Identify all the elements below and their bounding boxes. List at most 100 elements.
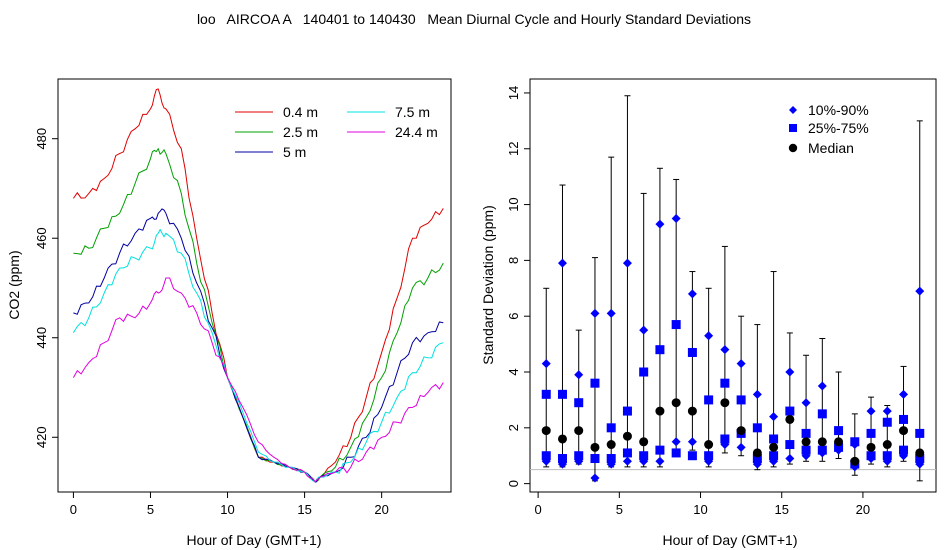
std-x-axis-label: Hour of Day (GMT+1) (663, 532, 798, 548)
std-p75-point (671, 320, 681, 330)
std-median-point (752, 448, 762, 458)
std-x-axis: 0 5 10 15 20 (535, 492, 870, 517)
std-y-tick-label: 6 (506, 313, 521, 320)
std-legend-label: 25%-75% (808, 120, 869, 136)
std-p25-point (801, 445, 811, 455)
co2-legend-label: 7.5 m (395, 104, 430, 120)
std-p10-point (622, 456, 632, 466)
std-p75-point (541, 389, 551, 399)
std-p25-point (671, 448, 681, 458)
std-p25-point (834, 442, 844, 452)
std-p75-point (704, 395, 714, 405)
std-median-point (639, 437, 649, 447)
std-p10-point (590, 473, 600, 483)
std-p90-point (817, 381, 827, 391)
std-p90-point (785, 367, 795, 377)
std-p25-point (899, 445, 909, 455)
std-p25-point (882, 451, 892, 461)
co2-legend-label: 24.4 m (395, 124, 438, 140)
std-x-tick-label: 0 (535, 502, 542, 517)
co2-x-tick-label: 10 (220, 502, 234, 517)
std-x-tick-label: 10 (693, 502, 707, 517)
std-y-tick-label: 14 (506, 86, 521, 100)
std-p25-point (687, 451, 697, 461)
std-p90-point (606, 308, 616, 318)
std-p75-point (622, 406, 632, 416)
std-y-tick-label: 2 (506, 424, 521, 431)
std-p75-point (899, 414, 909, 424)
std-p90-point (704, 331, 714, 341)
std-median-point (850, 456, 860, 466)
std-x-tick-label: 15 (774, 502, 788, 517)
co2-legend-label: 2.5 m (283, 124, 318, 140)
std-p75-point (639, 367, 649, 377)
co2-series-line-75m (72, 228, 444, 483)
std-p75-point (769, 434, 779, 444)
co2-series-line-04m (72, 88, 444, 483)
std-plot-frame (529, 78, 937, 493)
std-p90-point (655, 219, 665, 229)
std-median-point (882, 440, 892, 450)
std-p75-point (752, 423, 762, 433)
std-p90-point (769, 412, 779, 422)
std-median-point (720, 398, 730, 408)
std-legend-square-icon (789, 124, 797, 132)
co2-series-lines (72, 88, 444, 483)
co2-diurnal-panel: 0 5 10 15 20 420 440 460 480 0.4 m 2.5 m 5 m 7.5 m… (6, 78, 452, 548)
std-y-tick-label: 10 (506, 197, 521, 211)
std-p10-point (687, 437, 697, 447)
std-p25-point (639, 451, 649, 461)
std-p75-point (866, 428, 876, 438)
std-p75-point (817, 409, 827, 419)
co2-series-line-5m (73, 208, 444, 483)
co2-x-tick-label: 5 (147, 502, 154, 517)
co2-y-tick-label: 420 (34, 426, 49, 448)
std-p75-point (850, 437, 860, 447)
std-p25-point (574, 451, 584, 461)
co2-x-tick-label: 0 (70, 502, 77, 517)
std-median-point (541, 426, 551, 436)
std-median-point (574, 426, 584, 436)
std-p25-point (541, 451, 551, 461)
std-p90-point (752, 389, 762, 399)
std-p75-point (606, 423, 616, 433)
std-median-point (655, 406, 665, 416)
std-legend-label: Median (808, 140, 854, 156)
std-median-point (834, 437, 844, 447)
std-p75-point (574, 398, 584, 408)
std-median-point (622, 431, 632, 441)
std-p25-point (769, 451, 779, 461)
std-p25-point (557, 454, 567, 464)
std-p10-point (671, 437, 681, 447)
std-p90-point (915, 286, 925, 296)
std-p90-point (671, 214, 681, 224)
co2-x-axis-label: Hour of Day (GMT+1) (187, 532, 322, 548)
std-p75-point (655, 345, 665, 355)
std-p90-point (720, 345, 730, 355)
std-p75-point (915, 428, 925, 438)
co2-x-tick-label: 15 (297, 502, 311, 517)
std-p75-point (736, 395, 746, 405)
std-median-point (590, 442, 600, 452)
std-legend-circle-icon (788, 143, 798, 153)
std-p25-point (622, 448, 632, 458)
std-p90-point (622, 258, 632, 268)
std-legend-label: 10%-90% (808, 102, 869, 118)
std-p25-point (606, 454, 616, 464)
std-median-point (557, 434, 567, 444)
std-y-axis: 0 2 4 6 8 10 12 14 (506, 86, 530, 487)
std-p75-point (785, 406, 795, 416)
std-median-point (801, 437, 811, 447)
std-p90-point (687, 289, 697, 299)
std-dev-panel: 0 5 10 15 20 0 2 4 6 8 10 12 14 10%-90% 25%-75% Media… (480, 78, 937, 548)
co2-y-axis-label: CO2 (ppm) (6, 250, 22, 319)
std-legend-diamond-icon (789, 106, 797, 114)
std-p25-point (866, 451, 876, 461)
std-p25-point (785, 440, 795, 450)
std-p90-point (639, 325, 649, 335)
std-p25-point (655, 445, 665, 455)
std-legend: 10%-90% 25%-75% Median (788, 102, 869, 156)
std-p25-point (817, 445, 827, 455)
std-median-point (899, 426, 909, 436)
